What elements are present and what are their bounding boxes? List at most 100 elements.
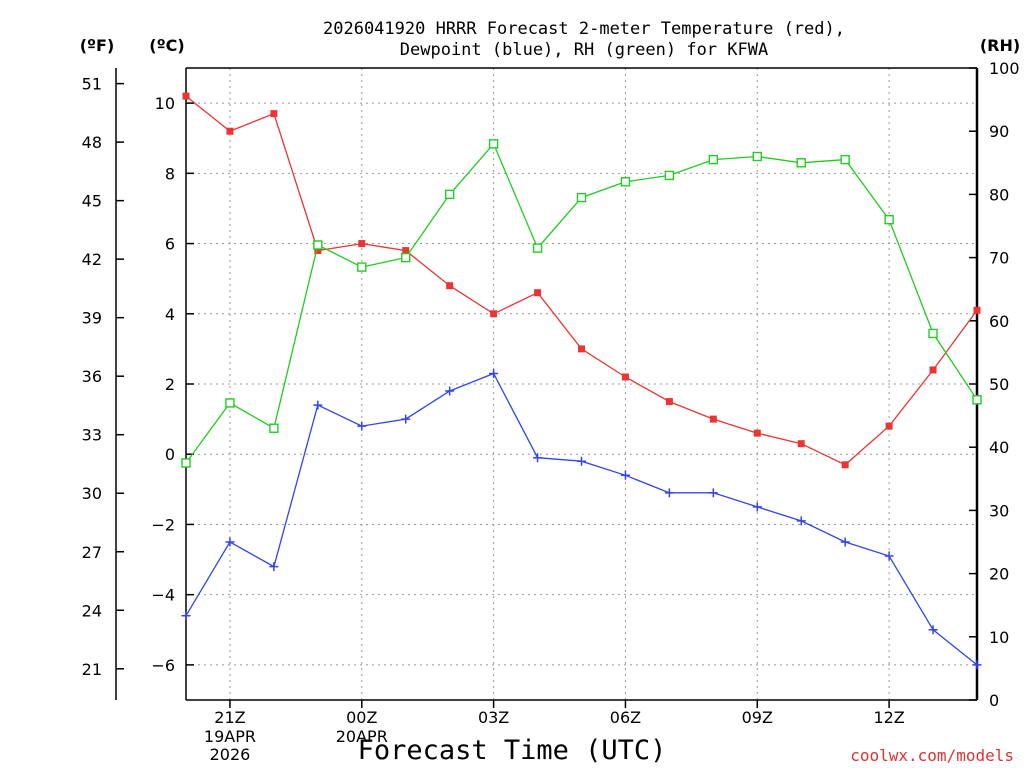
dewpoint-data-point	[445, 386, 455, 396]
chart-labels: 2026041920 HRRR Forecast 2-meter Tempera…	[80, 19, 1020, 766]
dewpoint-data-point	[752, 502, 762, 512]
rh-tick-label: 40	[989, 438, 1009, 457]
x-tick-label: 03Z	[478, 708, 509, 727]
rh-tick-label: 50	[989, 375, 1009, 394]
dewpoint-data-point	[972, 660, 982, 670]
fahrenheit-tick-label: 42	[82, 250, 102, 269]
rh-data-point	[708, 154, 719, 165]
x-tick-label: 12Z	[873, 708, 904, 727]
x-tick-label: 06Z	[610, 708, 641, 727]
rh-data-point	[928, 328, 938, 339]
dewpoint-data-point	[489, 368, 499, 378]
temperature-data-point	[929, 366, 937, 374]
fahrenheit-tick-label: 45	[82, 192, 102, 211]
dewpoint-data-point	[664, 488, 674, 498]
temperature-data-point	[753, 429, 761, 437]
temperature-data-point	[314, 247, 322, 255]
dewpoint-data-point	[357, 421, 367, 431]
rh-data-point	[269, 423, 279, 433]
credit-text: coolwx.com/models	[850, 746, 1014, 765]
fahrenheit-tick-label: 24	[82, 601, 102, 620]
x-tick-date-label: 19APR	[204, 727, 256, 746]
rh-data-point	[884, 214, 894, 225]
temperature-data-point	[973, 306, 981, 314]
rh-data-point	[840, 154, 850, 165]
chart-title-line1: 2026041920 HRRR Forecast 2-meter Tempera…	[323, 19, 845, 39]
temperature-data-point	[446, 282, 454, 290]
fahrenheit-tick-label: 21	[82, 660, 102, 679]
dewpoint-data-point	[796, 516, 806, 526]
fahrenheit-tick-label: 27	[82, 543, 102, 562]
rh-data-point	[972, 395, 982, 405]
fahrenheit-tick-label: 33	[82, 426, 102, 445]
temperature-data-point	[841, 461, 849, 469]
temperature-data-point	[797, 440, 805, 448]
celsius-tick-label: −6	[151, 656, 175, 675]
celsius-tick-label: −4	[151, 586, 175, 605]
rh-tick-label: 10	[989, 628, 1009, 647]
temperature-data-point	[534, 289, 542, 297]
celsius-axis-unit: (ºC)	[149, 36, 184, 55]
rh-data-point	[181, 458, 191, 468]
x-tick-label: 21Z	[214, 708, 245, 727]
celsius-tick-label: 8	[165, 164, 175, 183]
temperature-data-point	[665, 398, 673, 406]
x-tick-date-label: 20APR	[336, 727, 388, 746]
rh-data-point	[313, 240, 323, 250]
rh-tick-label: 90	[989, 122, 1009, 141]
fahrenheit-tick-label: 39	[82, 309, 102, 328]
temperature-data-point	[270, 110, 278, 118]
x-tick-label: 00Z	[346, 708, 377, 727]
x-axis-label: Forecast Time (UTC)	[358, 735, 667, 766]
dewpoint-data-point	[313, 400, 323, 410]
rh-series-line	[185, 142, 978, 464]
temperature-data-point	[578, 345, 585, 353]
celsius-tick-label: 0	[165, 445, 175, 464]
dewpoint-data-point	[269, 562, 279, 572]
rh-data-point	[664, 170, 675, 181]
rh-tick-label: 60	[989, 312, 1009, 331]
temperature-data-point	[226, 127, 234, 135]
dewpoint-data-point	[225, 537, 235, 547]
celsius-tick-label: 4	[165, 305, 175, 324]
celsius-tick-label: −2	[151, 515, 175, 534]
rh-data-point	[357, 262, 367, 272]
temperature-data-point	[709, 415, 717, 423]
dewpoint-data-point	[620, 470, 630, 480]
dewpoint-data-point	[928, 625, 938, 635]
rh-tick-label: 80	[989, 185, 1009, 204]
temperature-data-point	[358, 240, 366, 248]
rh-data-point	[796, 158, 806, 168]
rh-data-point	[576, 192, 587, 203]
rh-data-point	[488, 139, 499, 149]
x-tick-year-label: 2026	[210, 745, 251, 764]
temperature-data-point	[490, 310, 498, 318]
fahrenheit-tick-label: 48	[82, 133, 102, 152]
temperature-data-point	[885, 422, 893, 430]
dewpoint-data-point	[401, 414, 411, 424]
fahrenheit-axis-unit: (ºF)	[80, 36, 115, 55]
rh-tick-label: 30	[989, 501, 1009, 520]
fahrenheit-tick-label: 51	[82, 75, 102, 94]
rh-axis-unit: (RH)	[980, 36, 1020, 55]
rh-tick-label: 100	[989, 59, 1020, 78]
x-tick-label: 09Z	[742, 708, 773, 727]
grid-lines	[186, 68, 977, 700]
rh-data-point	[532, 243, 543, 253]
celsius-tick-label: 2	[165, 375, 175, 394]
rh-tick-label: 70	[989, 249, 1009, 268]
temperature-data-point	[182, 92, 190, 100]
dewpoint-data-point	[533, 453, 543, 463]
temperature-data-point	[402, 247, 410, 255]
series-layer	[181, 92, 982, 670]
rh-data-point	[225, 398, 235, 408]
dewpoint-data-point	[181, 611, 191, 621]
celsius-tick-label: 10	[155, 94, 175, 113]
fahrenheit-tick-label: 30	[82, 484, 102, 503]
dewpoint-data-point	[840, 537, 850, 547]
dewpoint-data-point	[708, 488, 718, 498]
rh-tick-label: 0	[989, 691, 999, 710]
dewpoint-data-point	[884, 551, 894, 561]
temperature-series-line	[185, 95, 978, 466]
